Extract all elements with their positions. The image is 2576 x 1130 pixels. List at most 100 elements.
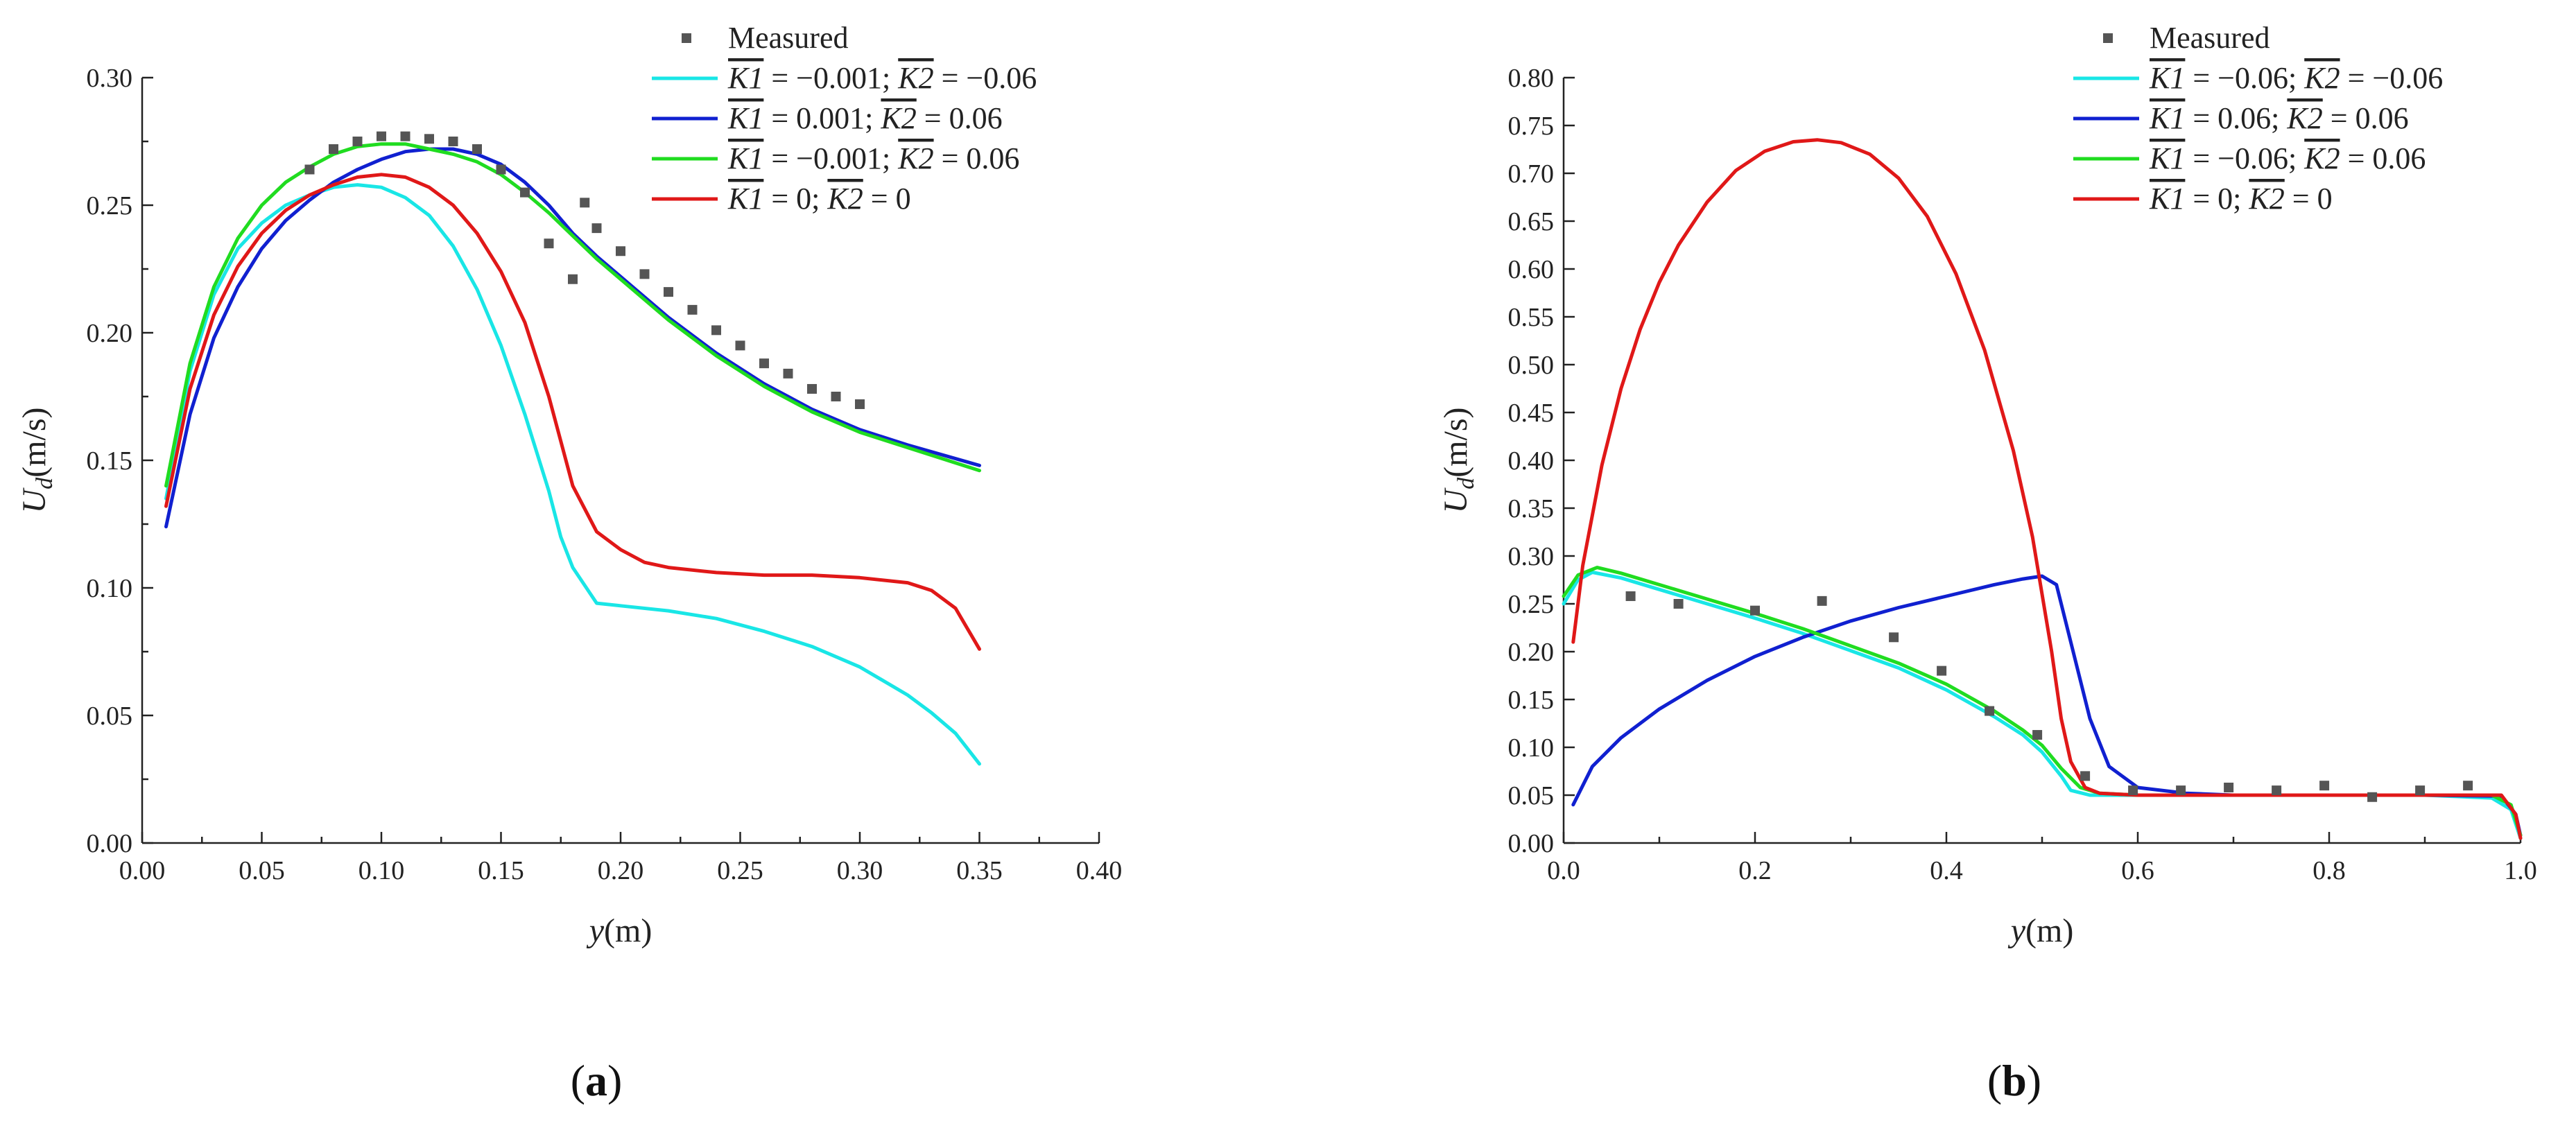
legend-k2-symbol: K2 [827, 182, 863, 216]
legend-label-2: K1 = 0.001; K2 = 0.06 [727, 101, 1003, 135]
x-axis-title-var: y [2007, 912, 2026, 949]
legend-k2-symbol: K2 [897, 61, 933, 95]
measured-point [544, 238, 554, 249]
legend-k2-symbol: K2 [2303, 141, 2340, 175]
measured-point [2176, 785, 2186, 796]
y-tick-label: 0.45 [1508, 399, 1555, 428]
series-line-4 [1571, 138, 2523, 840]
legend-k2-value: = 0 [2285, 182, 2333, 216]
legend-k2-value: = −0.06 [934, 61, 1037, 95]
y-tick-label: 0.05 [1508, 781, 1555, 810]
x-tick-label: 0.05 [239, 856, 285, 885]
legend-k2-symbol: K2 [880, 101, 916, 135]
measured-point [616, 246, 625, 257]
legend: Measured K1 = −0.001; K2 = −0.06 K1 = 0.00… [652, 21, 1037, 216]
y-axis-title: Ud(m/s) [16, 408, 58, 514]
y-tick-label: 0.35 [1508, 494, 1555, 523]
panel-label: (a) [571, 1056, 623, 1105]
y-tick-label: 0.25 [1508, 590, 1555, 619]
x-tick-label: 0.20 [598, 856, 644, 885]
x-axis-title-unit: (m) [604, 912, 652, 949]
measured-point [377, 131, 386, 141]
measured-point [472, 144, 482, 155]
measured-point [687, 304, 698, 315]
legend-k2-value: = −0.06 [2340, 61, 2444, 95]
panel-label-close: ) [607, 1056, 622, 1105]
measured-point [580, 198, 590, 208]
measured-point [807, 383, 817, 394]
legend-k1-symbol: K1 [2149, 182, 2185, 216]
legend-label-1: K1 = −0.001; K2 = −0.06 [727, 61, 1037, 95]
legend-k1-symbol: K1 [2149, 141, 2185, 175]
y-tick-label: 0.30 [1508, 542, 1555, 571]
legend-k1-value: = 0; [2185, 182, 2249, 216]
y-tick-label: 0.75 [1508, 112, 1555, 141]
legend-k2-value: = 0.06 [2323, 101, 2409, 135]
y-tick-label: 0.00 [87, 829, 133, 858]
x-axis-title: y(m) [2007, 912, 2074, 949]
y-tick-label: 0.65 [1508, 207, 1555, 236]
y-tick-label: 0.00 [1508, 829, 1555, 858]
panel-label-close: ) [2027, 1056, 2041, 1105]
panel-label-open: ( [1987, 1056, 2002, 1105]
x-axis-title-var: y [586, 912, 605, 949]
panel-label-open: ( [571, 1056, 585, 1105]
chart-panel-b: 0.0 0.2 0.4 0.6 0.8 1.0 0.00 0.05 0.10 0.15 0.20 0.… [1437, 21, 2537, 1105]
legend-k1-value: = −0.001; [763, 61, 898, 95]
legend-k2-value: = 0 [863, 182, 911, 216]
measured-point [329, 144, 338, 155]
legend-label-3: K1 = −0.001; K2 = 0.06 [727, 141, 1019, 175]
x-tick-label: 1.0 [2504, 856, 2537, 885]
legend-marker-measured [2103, 33, 2113, 43]
measured-point [400, 131, 410, 141]
legend-k1-value: = 0.001; [763, 101, 881, 135]
measured-point [520, 187, 530, 198]
measured-point [448, 137, 458, 146]
measured-point [2415, 785, 2426, 796]
x-tick-label: 0.4 [1930, 856, 1963, 885]
series-line-4 [164, 173, 981, 651]
x-axis-title: y(m) [586, 912, 652, 949]
legend-k2-symbol: K2 [2286, 101, 2322, 135]
measured-point [1889, 632, 1899, 643]
measured-point [352, 137, 363, 146]
legend-k1-value: = 0.06; [2185, 101, 2287, 135]
legend-k1-symbol: K1 [727, 101, 763, 135]
y-axis-title-unit: (m/s) [16, 408, 53, 478]
y-tick-label: 0.60 [1508, 255, 1555, 284]
legend-k2-value: = 0.06 [2340, 141, 2426, 175]
chart-panel-a: 0.00 0.05 0.10 0.15 0.20 0.25 0.30 0.35 0.40 0.00… [16, 21, 1122, 1105]
measured-point [591, 223, 602, 234]
y-tick-label: 0.20 [87, 319, 133, 348]
legend-k1-value: = 0; [763, 182, 827, 216]
legend-k1-symbol: K1 [2149, 61, 2185, 95]
x-tick-label: 0.0 [1547, 856, 1580, 885]
measured-point [1937, 666, 1947, 676]
y-tick-label: 0.10 [1508, 733, 1555, 763]
y-tick-label: 0.30 [87, 64, 133, 93]
legend-label-measured: Measured [728, 21, 849, 55]
y-tick-label: 0.25 [87, 191, 133, 220]
legend-k1-symbol: K1 [727, 182, 763, 216]
measured-point [831, 392, 841, 401]
panel-label-letter: a [585, 1056, 607, 1105]
panel-label: (b) [1987, 1056, 2041, 1105]
series-line-3 [164, 142, 981, 488]
measured-point [2080, 771, 2091, 781]
legend-label-4: K1 = 0; K2 = 0 [2149, 182, 2333, 216]
measured-point [759, 358, 769, 369]
y-tick-label: 0.15 [87, 446, 133, 476]
measured-point [711, 325, 721, 336]
y-tick-label: 0.55 [1508, 303, 1555, 332]
measured-point [2319, 781, 2330, 791]
series-line-1 [164, 183, 981, 766]
measured-point [2128, 785, 2138, 796]
measured-point [1817, 596, 1827, 606]
legend-label-4: K1 = 0; K2 = 0 [727, 182, 911, 216]
measured-point [2224, 782, 2234, 792]
y-tick-label: 0.20 [1508, 638, 1555, 667]
legend-k2-value: = 0.06 [917, 101, 1003, 135]
y-axis-title: Ud(m/s) [1437, 408, 1479, 514]
x-tick-label: 0.25 [717, 856, 763, 885]
